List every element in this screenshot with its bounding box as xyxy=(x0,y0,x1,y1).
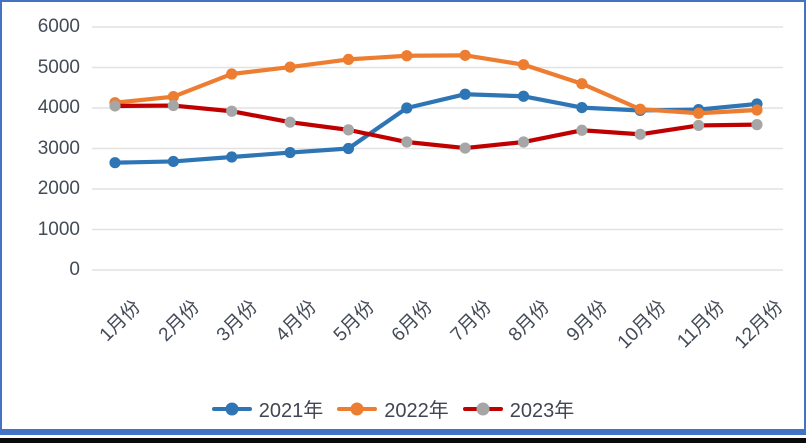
legend-item-2023: 2023年 xyxy=(462,394,575,423)
y-axis-tick-label: 1000 xyxy=(37,218,80,240)
data-point-marker xyxy=(342,142,355,155)
y-axis-tick-label: 4000 xyxy=(37,97,80,118)
series-line-2022年 xyxy=(112,53,760,116)
data-point-marker xyxy=(284,61,296,73)
series-line-2021年 xyxy=(112,92,760,165)
y-axis-tick-label: 0 xyxy=(69,259,80,280)
data-point-marker xyxy=(167,91,179,103)
line-chart-canvas xyxy=(92,26,783,271)
data-point-marker xyxy=(401,102,413,114)
y-axis-tick-label: 5000 xyxy=(37,56,80,78)
data-point-marker xyxy=(576,78,588,90)
data-point-marker xyxy=(401,50,413,62)
data-point-marker xyxy=(109,100,121,112)
data-point-marker xyxy=(459,49,471,61)
data-point-marker xyxy=(459,88,471,100)
data-point-marker xyxy=(576,101,588,114)
data-point-marker xyxy=(634,128,646,140)
data-point-marker xyxy=(284,116,296,128)
data-point-marker xyxy=(167,99,179,112)
data-point-marker xyxy=(401,136,413,148)
data-point-marker xyxy=(284,146,296,159)
series-line-2023年 xyxy=(112,103,760,151)
legend-item-2021: 2021年 xyxy=(211,394,324,423)
data-point-marker xyxy=(751,119,763,131)
y-axis-tick-label: 6000 xyxy=(37,16,80,37)
legend-item-2022: 2022年 xyxy=(337,394,449,423)
data-point-marker xyxy=(576,124,588,136)
bottom-divider-bar xyxy=(0,438,806,443)
legend-label-2022: 2022年 xyxy=(384,400,449,422)
data-point-marker xyxy=(342,53,355,65)
data-point-marker xyxy=(517,90,530,102)
data-point-marker xyxy=(693,119,705,132)
legend-marker-2022-icon xyxy=(337,402,378,415)
data-point-marker xyxy=(751,104,763,116)
data-point-marker xyxy=(693,107,705,119)
y-axis-tick-label: 2000 xyxy=(37,178,80,199)
y-axis-tick-label: 3000 xyxy=(37,137,80,159)
data-point-marker xyxy=(226,68,238,80)
data-point-marker xyxy=(226,151,238,163)
data-point-marker xyxy=(342,124,355,136)
data-point-marker xyxy=(634,103,646,115)
data-point-marker xyxy=(167,155,179,168)
data-point-marker xyxy=(109,157,121,169)
chart-legend: 2021年 2022年 2023年 xyxy=(2,394,784,423)
legend-marker-2021-icon xyxy=(211,402,252,415)
legend-label-2023: 2023年 xyxy=(509,400,575,422)
data-point-marker xyxy=(459,142,471,154)
data-point-marker xyxy=(226,105,238,117)
data-point-marker xyxy=(517,136,530,148)
data-point-marker xyxy=(517,59,530,71)
legend-marker-2023-icon xyxy=(462,402,503,415)
legend-label-2021: 2021年 xyxy=(258,400,324,422)
